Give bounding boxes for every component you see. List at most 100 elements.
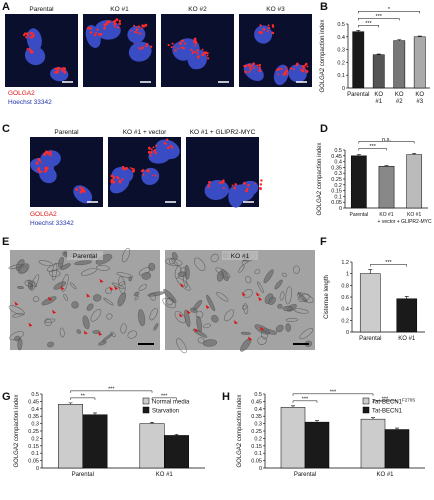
golgi-dot (140, 27, 143, 30)
golgi-dot (234, 183, 238, 186)
em-texture (116, 272, 133, 278)
sig-bracket (358, 18, 400, 21)
arrowhead (255, 292, 260, 297)
em-texture (133, 291, 140, 297)
golgi-dot (243, 182, 246, 185)
golgi-dot (88, 27, 91, 30)
sig-label: *** (365, 21, 372, 27)
golgi-dot (295, 64, 298, 67)
bar (406, 154, 423, 209)
label-line: + vector (378, 219, 396, 225)
golgi-dot (299, 68, 302, 71)
y-tick-label: 0.2 (341, 318, 349, 324)
golgi-dot (60, 69, 64, 72)
em-texture (243, 303, 249, 315)
golgi-dot (252, 62, 256, 65)
sig-label: *** (161, 393, 168, 399)
golgi-dot (26, 48, 29, 51)
em-texture (86, 303, 94, 311)
golgi-dot (196, 56, 200, 59)
golgi-dot (222, 186, 225, 190)
em-texture (275, 324, 284, 333)
em-texture (285, 317, 298, 322)
golgi-dot (289, 67, 293, 70)
y-tick-label: 0.1 (337, 73, 345, 79)
legend-swatch (142, 406, 150, 414)
arrowhead (98, 331, 103, 336)
golgi-dot (170, 146, 174, 149)
em-texture (17, 263, 30, 274)
bar (58, 404, 83, 469)
golgi-dot (250, 64, 254, 68)
y-tick-label: 0.45 (331, 154, 342, 160)
golgi-dot (166, 138, 169, 141)
em-texture (103, 297, 114, 306)
golgi-dot (282, 73, 285, 76)
y-tick-label: 0.5 (254, 392, 262, 398)
golgi-dot (136, 31, 139, 34)
y-tick-label: 0.25 (251, 429, 262, 435)
golgi-dot (149, 45, 153, 48)
golgi-dot (194, 50, 197, 53)
x-tick-label: Parental (72, 472, 94, 478)
em-texture (49, 269, 61, 277)
x-tick-label: KO #1 + GLIPR2-MYC (397, 212, 432, 225)
golgi-dot (49, 150, 52, 153)
nucleus (39, 166, 57, 184)
golgi-dot (178, 42, 182, 46)
y-tick-label: 0.4 (31, 407, 39, 413)
golgi-dot (23, 32, 26, 35)
bar (384, 429, 410, 469)
em-texture (216, 271, 224, 282)
golgi-dot (44, 152, 47, 154)
sig-bracket (358, 11, 420, 14)
label-line: KO #1 (156, 472, 174, 478)
image-label: KO #3 (266, 6, 285, 13)
em-image (10, 250, 160, 350)
golgi-dot (206, 57, 210, 60)
golgi-dot (57, 66, 60, 70)
golgi-dot (49, 151, 52, 155)
error-bar (68, 402, 73, 405)
em-texture (27, 280, 38, 287)
y-axis-label: GOLGA2 compaction index (14, 394, 20, 467)
golgi-dot (27, 35, 30, 38)
y-tick-label: 0.05 (331, 200, 342, 206)
golgi-dot (171, 42, 174, 45)
label-line: KO (374, 92, 383, 98)
golgi-dot (118, 180, 122, 184)
golgi-dot (149, 151, 153, 154)
y-tick-label: 0.45 (251, 399, 262, 405)
em-texture (171, 252, 178, 260)
em-texture (216, 292, 229, 302)
golgi-dot (130, 29, 133, 32)
golgi-dot (301, 69, 305, 73)
em-texture (118, 281, 126, 286)
golgi-dot (54, 70, 57, 74)
label-line: #3 (416, 99, 423, 105)
em-texture (171, 259, 179, 266)
error-bar (384, 165, 389, 167)
em-texture (176, 338, 187, 354)
em-texture (71, 301, 79, 309)
error-bar (371, 417, 375, 420)
em-texture (281, 272, 287, 277)
golgi-dot (153, 149, 157, 152)
bar (304, 421, 330, 469)
golgi-dot (38, 170, 42, 174)
y-tick-label: 0 (346, 330, 349, 336)
x-tick-label: Parental (350, 212, 369, 218)
golgi-dot (201, 48, 204, 51)
em-texture (44, 318, 52, 327)
error-bar (92, 412, 97, 415)
em-texture (184, 264, 190, 280)
sig-label: * (388, 7, 391, 13)
arrowhead (86, 293, 91, 298)
golgi-dot (184, 42, 187, 45)
panel-label: C (2, 123, 10, 135)
bar (378, 165, 395, 209)
golgi-dot (155, 144, 158, 147)
y-axis-label: Cisternae length (324, 275, 330, 319)
golgi-dot (147, 168, 150, 171)
golgi-dot (49, 154, 52, 157)
